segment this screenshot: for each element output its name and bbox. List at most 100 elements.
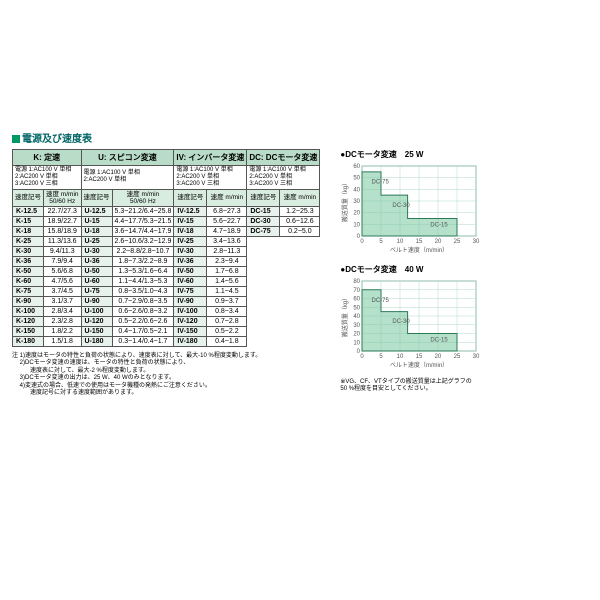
- svg-text:20: 20: [435, 239, 442, 245]
- speed-code: U-150: [81, 326, 112, 336]
- svg-text:搬送質量（kg）: 搬送質量（kg）: [341, 180, 349, 222]
- svg-text:ベルト速度（m/min）: ベルト速度（m/min）: [390, 246, 448, 254]
- chart-title: DCモータ変速 40 W: [340, 264, 480, 275]
- speed-value: 4.4~17.7/5.3~21.5: [112, 216, 174, 226]
- svg-text:40: 40: [354, 314, 361, 320]
- speed-code: U-100: [81, 306, 112, 316]
- speed-code: IV-15: [174, 216, 207, 226]
- section-head: K: 定速: [13, 150, 82, 166]
- speed-value: 5.6~22.7: [207, 216, 247, 226]
- svg-text:20: 20: [354, 211, 361, 217]
- speed-value: 11.3/13.6: [44, 236, 82, 246]
- speed-code: IV-180: [174, 336, 207, 346]
- power-spec: 電源 1:AC100 V 単相2:AC200 V 単相3:AC200 V 三相: [247, 166, 320, 190]
- speed-value: 9.4/11.3: [44, 246, 82, 256]
- svg-text:DC-15: DC-15: [431, 223, 449, 229]
- speed-value: 1.1~4.5: [207, 286, 247, 296]
- speed-code: DC-75: [247, 226, 280, 236]
- speed-value: 0.6~2.6/0.8~3.2: [112, 306, 174, 316]
- speed-code: IV-12.5: [174, 206, 207, 216]
- speed-code: U-30: [81, 246, 112, 256]
- svg-text:30: 30: [473, 239, 480, 245]
- svg-text:30: 30: [354, 199, 361, 205]
- col-head: 速度 m/min50/60 Hz: [44, 189, 82, 206]
- speed-code: K-36: [13, 256, 44, 266]
- svg-text:15: 15: [416, 354, 423, 360]
- chart-block: DCモータ変速 40 W 051015202530010203040506070…: [340, 264, 480, 367]
- section-title: 電源及び速度表: [12, 130, 588, 145]
- speed-value: 0.8~3.5/1.0~4.3: [112, 286, 174, 296]
- speed-code: IV-60: [174, 276, 207, 286]
- svg-text:DC-75: DC-75: [372, 180, 390, 186]
- speed-code: K-100: [13, 306, 44, 316]
- svg-text:0: 0: [361, 239, 365, 245]
- speed-code: IV-150: [174, 326, 207, 336]
- speed-value: 7.9/9.4: [44, 256, 82, 266]
- svg-text:10: 10: [397, 239, 404, 245]
- svg-text:DC-30: DC-30: [393, 319, 411, 325]
- svg-text:5: 5: [380, 354, 384, 360]
- speed-value: 2.2~8.8/2.8~10.7: [112, 246, 174, 256]
- speed-value: 0.6~12.6: [280, 216, 320, 226]
- speed-value: 4.7~18.9: [207, 226, 247, 236]
- col-head: 速度 m/min: [280, 189, 320, 206]
- svg-text:40: 40: [354, 187, 361, 193]
- svg-text:5: 5: [380, 239, 384, 245]
- speed-code: U-60: [81, 276, 112, 286]
- step-chart: 05101520253001020304050607080DC-75DC-30D…: [340, 277, 480, 367]
- speed-value: 22.7/27.3: [44, 206, 82, 216]
- speed-code: K-60: [13, 276, 44, 286]
- speed-code: IV-25: [174, 236, 207, 246]
- speed-code: K-12.5: [13, 206, 44, 216]
- speed-value: 3.4~13.6: [207, 236, 247, 246]
- section-head: IV: インバータ変速: [174, 150, 247, 166]
- svg-text:15: 15: [416, 239, 423, 245]
- svg-text:70: 70: [354, 288, 361, 294]
- chart-title: DCモータ変速 25 W: [340, 149, 480, 160]
- speed-value: 3.6~14.7/4.4~17.9: [112, 226, 174, 236]
- svg-text:DC-75: DC-75: [372, 298, 390, 304]
- speed-value: 2.8~11.3: [207, 246, 247, 256]
- power-spec: 電源 1:AC100 V 単相2:AC200 V 単相: [81, 166, 174, 190]
- svg-text:30: 30: [354, 323, 361, 329]
- svg-text:30: 30: [473, 354, 480, 360]
- speed-value: 15.8/18.9: [44, 226, 82, 236]
- speed-value: 0.2~5.0: [280, 226, 320, 236]
- col-head: 速度記号: [13, 189, 44, 206]
- speed-code: K-15: [13, 216, 44, 226]
- svg-text:25: 25: [454, 239, 461, 245]
- speed-value: 0.4~1.8: [207, 336, 247, 346]
- speed-code: K-25: [13, 236, 44, 246]
- speed-value: 1.8/2.2: [44, 326, 82, 336]
- speed-code: K-120: [13, 316, 44, 326]
- svg-text:50: 50: [354, 305, 361, 311]
- speed-value: 18.9/22.7: [44, 216, 82, 226]
- speed-code: IV-50: [174, 266, 207, 276]
- speed-value: 0.4~1.7/0.5~2.1: [112, 326, 174, 336]
- speed-code: K-150: [13, 326, 44, 336]
- speed-code: IV-18: [174, 226, 207, 236]
- note-line: 3)DCモータ変速の出力は、25 W、40 Wのみとなります。: [12, 375, 320, 383]
- note-line: 2)DCモータ変速の速度は、モータの特性と負荷の状態により、: [12, 360, 320, 368]
- svg-text:20: 20: [354, 332, 361, 338]
- speed-value: 3.1/3.7: [44, 296, 82, 306]
- chart-block: DCモータ変速 25 W 0510152025300102030405060DC…: [340, 149, 480, 252]
- speed-code: K-180: [13, 336, 44, 346]
- speed-code: U-12.5: [81, 206, 112, 216]
- col-head: 速度記号: [247, 189, 280, 206]
- speed-value: 6.8~27.3: [207, 206, 247, 216]
- speed-code: U-36: [81, 256, 112, 266]
- speed-code: IV-120: [174, 316, 207, 326]
- svg-text:25: 25: [454, 354, 461, 360]
- speed-value: 0.8~3.4: [207, 306, 247, 316]
- speed-value: 2.6~10.6/3.2~12.9: [112, 236, 174, 246]
- svg-text:20: 20: [435, 354, 442, 360]
- speed-code: U-25: [81, 236, 112, 246]
- speed-table: K: 定速U: スピコン変速IV: インバータ変速DC: DCモータ変速電源 1…: [12, 149, 320, 347]
- svg-text:50: 50: [354, 176, 361, 182]
- table-notes: 注 1)速度はモータの特性と負荷の状態により、速度表に対して、最大-10 %程度…: [12, 353, 320, 398]
- speed-value: 1.8~7.3/2.2~8.9: [112, 256, 174, 266]
- svg-text:ベルト速度（m/min）: ベルト速度（m/min）: [390, 361, 448, 369]
- section-head: DC: DCモータ変速: [247, 150, 320, 166]
- svg-text:80: 80: [354, 279, 361, 285]
